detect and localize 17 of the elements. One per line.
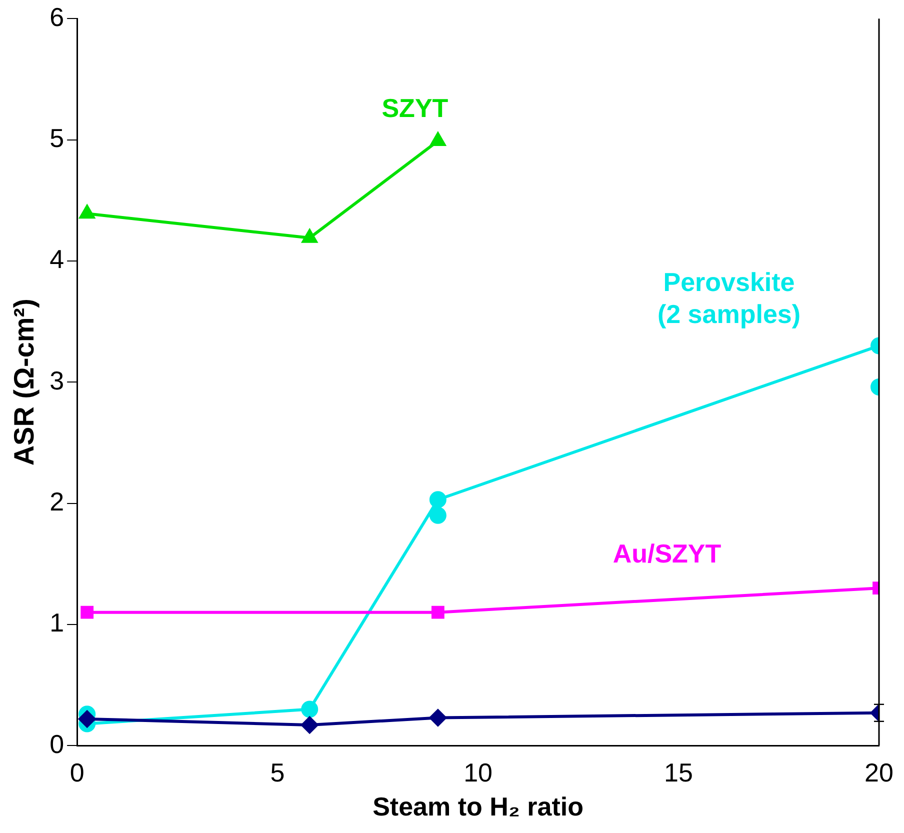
x-axis-title: Steam to H₂ ratio <box>372 792 584 822</box>
y-tick-label: 4 <box>50 244 64 274</box>
series-label: Au/SZYT <box>612 538 722 568</box>
x-tick-label: 10 <box>464 757 492 788</box>
y-tick-label: 5 <box>50 122 64 153</box>
x-tick-label: 20 <box>864 757 894 788</box>
y-tick-label: 3 <box>50 365 64 396</box>
x-tick-label: 15 <box>664 757 693 788</box>
y-tick-label: 1 <box>50 608 64 638</box>
x-tick-label: 5 <box>270 757 285 788</box>
y-tick-label: 0 <box>50 728 64 759</box>
x-tick-label: 0 <box>70 757 84 788</box>
series-label: Perovskite (2 samples) <box>657 266 801 329</box>
y-axis-title: ASR (Ω-cm²) <box>8 298 40 466</box>
y-tick-label: 2 <box>50 486 64 516</box>
series-label: SZYT <box>382 93 448 124</box>
y-tick-label: 6 <box>50 2 64 32</box>
